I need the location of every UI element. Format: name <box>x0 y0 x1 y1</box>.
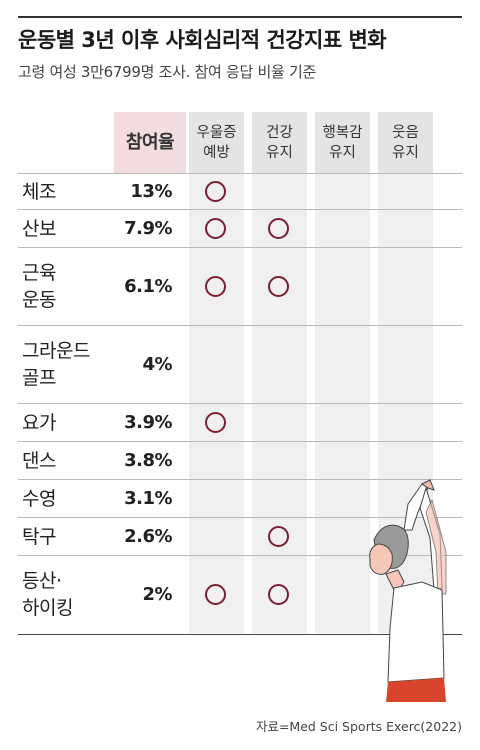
sport-name: 등산· 하이킹 <box>22 570 73 619</box>
table-header: 참여율 우울증 예방 건강 유지 행복감 유지 웃음 유지 <box>18 112 462 173</box>
sport-name: 요가 <box>22 411 56 434</box>
table-row: 댄스 3.8% <box>18 441 462 480</box>
participation-rate: 3.9% <box>124 412 172 433</box>
participation-rate: 2% <box>142 584 172 605</box>
sport-name: 수영 <box>22 487 56 510</box>
header-health-maintenance: 건강 유지 <box>252 112 307 173</box>
effect-mark-circle <box>205 412 226 433</box>
sport-name: 그라운드 골프 <box>22 340 90 389</box>
table-row: 탁구 2.6% <box>18 517 462 556</box>
exercise-table: 참여율 우울증 예방 건강 유지 행복감 유지 웃음 유지 체조 13% 산보 7.9… <box>18 112 462 635</box>
effect-mark-circle <box>205 218 226 239</box>
table-row: 그라운드 골프 4% <box>18 325 462 404</box>
participation-rate: 3.1% <box>124 488 172 509</box>
sport-name: 산보 <box>22 217 56 240</box>
source-note: 자료=Med Sci Sports Exerc(2022) <box>255 719 462 734</box>
participation-rate: 6.1% <box>124 276 172 297</box>
table-body: 체조 13% 산보 7.9% 근육 운동 6.1% 그라운드 골프 4% 요가 3.9% 댄스 3.8… <box>18 173 462 635</box>
effect-mark-circle <box>268 526 289 547</box>
table-row: 등산· 하이킹 2% <box>18 555 462 635</box>
header-happiness-maintenance: 행복감 유지 <box>315 112 370 173</box>
table-row: 산보 7.9% <box>18 209 462 248</box>
header-participation-rate: 참여율 <box>114 112 186 173</box>
effect-mark-circle <box>268 218 289 239</box>
sport-name: 탁구 <box>22 525 56 548</box>
sport-name: 체조 <box>22 180 56 203</box>
participation-rate: 4% <box>142 354 172 375</box>
sport-name: 근육 운동 <box>22 262 56 311</box>
table-row: 요가 3.9% <box>18 403 462 442</box>
chart-title: 운동별 3년 이후 사회심리적 건강지표 변화 <box>18 28 387 52</box>
effect-mark-circle <box>268 584 289 605</box>
effect-mark-circle <box>268 276 289 297</box>
participation-rate: 13% <box>130 181 172 202</box>
table-row: 수영 3.1% <box>18 479 462 518</box>
table-row: 근육 운동 6.1% <box>18 247 462 326</box>
effect-mark-circle <box>205 276 226 297</box>
participation-rate: 2.6% <box>124 526 172 547</box>
participation-rate: 3.8% <box>124 450 172 471</box>
chart-subtitle: 고령 여성 3만6799명 조사. 참여 응답 비율 기준 <box>18 63 316 81</box>
top-rule <box>18 16 462 18</box>
effect-mark-circle <box>205 584 226 605</box>
sport-name: 댄스 <box>22 449 56 472</box>
table-row: 체조 13% <box>18 173 462 210</box>
header-laughter-maintenance: 웃음 유지 <box>378 112 433 173</box>
effect-mark-circle <box>205 181 226 202</box>
participation-rate: 7.9% <box>124 218 172 239</box>
header-depression-prevention: 우울증 예방 <box>189 112 244 173</box>
stretching-woman-illustration <box>369 479 447 702</box>
